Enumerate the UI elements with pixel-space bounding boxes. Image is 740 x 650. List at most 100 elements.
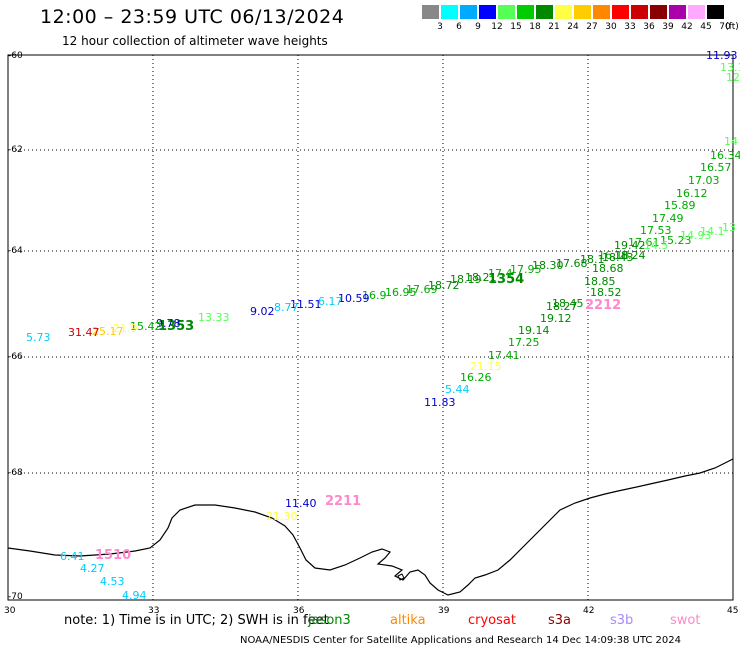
pass-id: 2211: [325, 494, 362, 509]
legend-swatch: [479, 5, 496, 19]
wave-height-label: 18.19: [450, 273, 482, 286]
legend-swatch: [612, 5, 629, 19]
legend-label: 21: [548, 22, 560, 32]
satellite-name: altika: [390, 613, 426, 628]
legend-swatch: [498, 5, 515, 19]
legend-swatch: [517, 5, 534, 19]
legend-swatch: [650, 5, 667, 19]
wave-height-label: 18.72: [428, 279, 460, 292]
wave-height-label: 17.25: [508, 336, 540, 349]
lon-label: 33: [148, 606, 160, 616]
lat-label: -70: [8, 592, 23, 602]
pass-id: 1353: [158, 319, 195, 334]
wave-height-label: 21.30: [266, 510, 298, 523]
satellite-name: swot: [670, 613, 701, 628]
lon-label: 36: [293, 606, 305, 616]
wave-height-label: 13.1: [720, 61, 740, 74]
wave-height-label: 15.42: [130, 320, 162, 333]
wave-height-label: 21.15: [470, 360, 502, 373]
legend-swatch: [631, 5, 648, 19]
wave-height-label: 16.34: [710, 149, 740, 162]
wave-height-label: 18.30: [532, 259, 564, 272]
satellite-name: jason3: [308, 613, 351, 628]
wave-height-label: 9.78: [156, 317, 181, 330]
legend-label: 33: [624, 22, 636, 32]
wave-height-label: 18.43: [602, 251, 634, 264]
lat-label: -66: [8, 352, 23, 362]
map-frame: [7, 54, 734, 601]
wave-height-label: 17.41: [488, 349, 520, 362]
page-title: 12:00 – 23:59 UTC 06/13/2024: [40, 6, 345, 28]
legend-label: 39: [662, 22, 674, 32]
legend-label: 15: [510, 22, 522, 32]
footer-credit: NOAA/NESDIS Center for Satellite Applica…: [240, 635, 682, 646]
wave-height-label: 25.17: [92, 325, 124, 338]
wave-height-label: 5.73: [26, 331, 51, 344]
legend-label: 6: [456, 22, 462, 32]
wave-height-label: 18.52: [590, 286, 622, 299]
wave-height-label: 17.69: [406, 283, 438, 296]
wave-height-label: 14: [724, 135, 738, 148]
wave-height-label: 18.68: [592, 262, 624, 275]
wave-height-label: 16.18: [598, 249, 630, 262]
wave-height-label: 17.49: [652, 212, 684, 225]
wave-height-label: 14.93: [680, 229, 712, 242]
legend-swatch: [460, 5, 477, 19]
wave-height-label: 18.45: [552, 297, 584, 310]
wave-height-label: 4.27: [80, 562, 105, 575]
wave-height-label: 17.53: [640, 224, 672, 237]
legend-swatch: [422, 5, 439, 19]
wave-height-label: 14.5: [644, 239, 669, 252]
legend-label: 3: [437, 22, 443, 32]
wave-height-label: 11.83: [424, 396, 456, 409]
wave-height-label: 18.1: [580, 253, 605, 266]
lat-label: -64: [8, 246, 23, 256]
wave-height-label: 19.14: [518, 324, 550, 337]
lon-label: 39: [438, 606, 450, 616]
legend-label: 27: [586, 22, 598, 32]
wave-height-label: 31.47: [68, 326, 100, 339]
coastline-inlet: [397, 573, 405, 581]
lon-label: 45: [727, 606, 739, 616]
legend-label: 24: [567, 22, 579, 32]
wave-height-label: 17.61: [628, 236, 660, 249]
wave-height-label: 21.9: [113, 322, 138, 335]
legend-swatch: [669, 5, 686, 19]
wave-height-label: 19.12: [540, 312, 572, 325]
legend-label: 42: [681, 22, 693, 32]
wave-height-label: 16.9: [362, 289, 387, 302]
wave-height-label: 17.03: [688, 174, 720, 187]
wave-height-label: 4.53: [100, 575, 125, 588]
legend-swatch: [688, 5, 705, 19]
wave-height-label: 17.95: [510, 263, 542, 276]
wave-height-label: 11.40: [285, 497, 317, 510]
legend-swatch: [536, 5, 553, 19]
wave-height-label: 11.93: [706, 49, 738, 62]
legend-label: 9: [475, 22, 481, 32]
wave-height-label: 6.17: [318, 295, 343, 308]
wave-height-label: 18.85: [584, 275, 616, 288]
page-subtitle: 12 hour collection of altimeter wave hei…: [62, 34, 328, 48]
wave-height-label: 6.41: [60, 550, 85, 563]
satellite-name: s3a: [548, 613, 572, 628]
wave-height-label: 16.12: [676, 187, 708, 200]
wave-height-label: 18.24: [614, 249, 646, 262]
wave-height-label: 8.77: [274, 301, 299, 314]
wave-height-label: 17.4: [488, 267, 513, 280]
lat-label: -68: [8, 468, 23, 478]
legend-swatch: [707, 5, 724, 19]
wave-height-label: 16.26: [460, 371, 492, 384]
legend-label: 30: [605, 22, 617, 32]
legend-swatch: [593, 5, 610, 19]
wave-height-label: 9.02: [250, 305, 275, 318]
lat-label: -62: [8, 145, 23, 155]
legend-label: 70: [719, 22, 731, 32]
satellite-name: s3b: [610, 613, 634, 628]
wave-height-label: 17.68: [556, 257, 588, 270]
wave-height-label: 15.23: [660, 234, 692, 247]
pass-id: 2212: [585, 298, 622, 313]
graticule: [8, 55, 733, 600]
pass-id: 1354: [488, 272, 525, 287]
pass-id: 1510: [95, 548, 132, 563]
